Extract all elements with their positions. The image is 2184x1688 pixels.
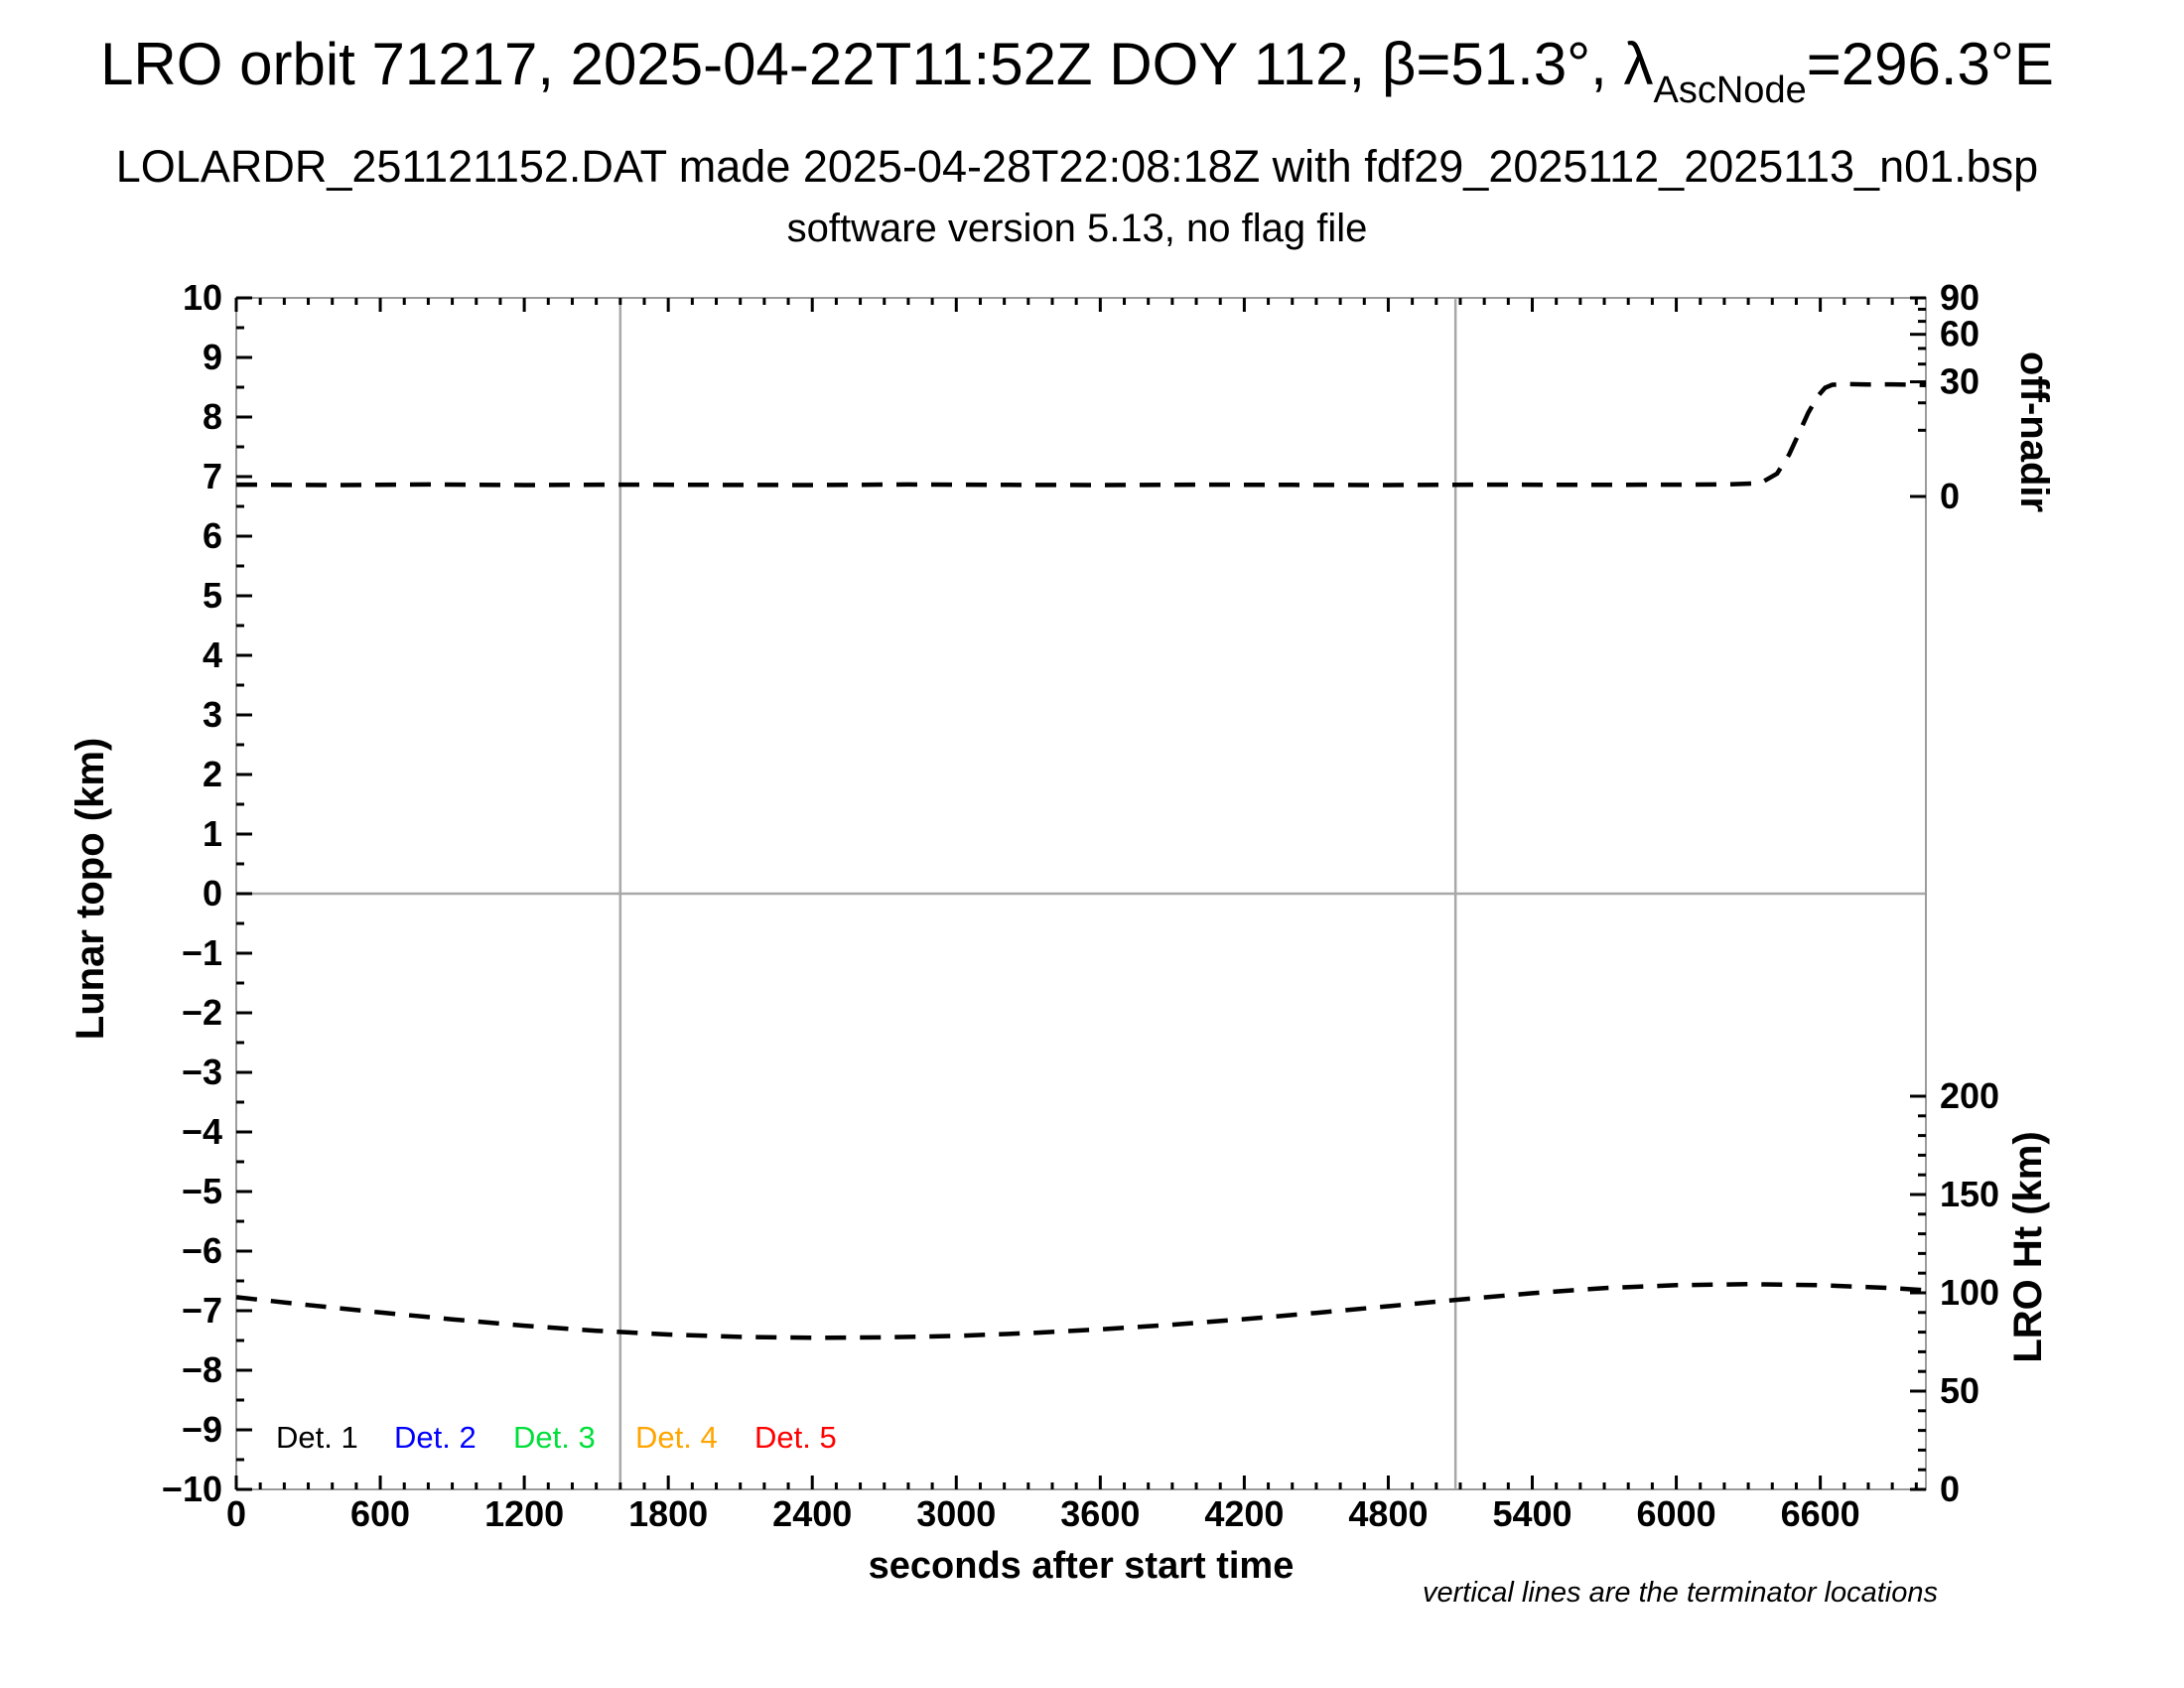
lro-ht-tick-label: 0 [1940, 1469, 1960, 1509]
y-left-tick-label: −8 [182, 1349, 222, 1390]
series-lro_ht-curve [235, 1282, 1927, 1340]
y-left-tick-label: −2 [182, 992, 222, 1033]
x-tick-label: 1800 [628, 1493, 708, 1534]
x-tick-label: 6000 [1637, 1493, 1716, 1534]
lro-ht-tick-label: 200 [1940, 1075, 1999, 1116]
legend-item-1: Det. 1 [276, 1420, 358, 1455]
y-left-tick-label: −9 [182, 1409, 222, 1450]
title-subscript: AscNode [1653, 69, 1807, 111]
x-tick-label: 0 [226, 1493, 246, 1534]
x-tick-label: 2400 [772, 1493, 852, 1534]
title-main: LRO orbit 71217, 2025-04-22T11:52Z DOY 1… [100, 31, 1654, 97]
legend-item-5: Det. 5 [754, 1420, 837, 1455]
off-nadir-tick-label: 30 [1940, 361, 1979, 402]
subtitle-version: software version 5.13, no flag file [786, 207, 1368, 250]
title-suffix: =296.3°E [1806, 31, 2054, 97]
y-left-tick-label: 1 [203, 813, 222, 854]
off-nadir-tick-label: 60 [1940, 314, 1979, 354]
y-left-tick-label: 7 [203, 456, 222, 496]
y-left-tick-label: 8 [203, 396, 222, 437]
lro-ht-tick-label: 50 [1940, 1370, 1979, 1411]
y-left-tick-label: 2 [203, 754, 222, 794]
y-left-tick-label: 4 [203, 634, 222, 675]
legend-item-4: Det. 4 [635, 1420, 718, 1455]
y-left-tick-label: −7 [182, 1290, 222, 1331]
x-tick-label: 600 [350, 1493, 410, 1534]
x-tick-label: 3000 [916, 1493, 996, 1534]
y-left-tick-label: 9 [203, 337, 222, 377]
legend-item-3: Det. 3 [513, 1420, 596, 1455]
y-left-tick-label: −1 [182, 932, 222, 973]
x-tick-label: 6600 [1781, 1493, 1860, 1534]
y-left-tick-label: −5 [182, 1171, 222, 1211]
y-left-tick-label: 5 [203, 575, 222, 616]
subtitle-filename: LOLARDR_251121152.DAT made 2025-04-28T22… [115, 141, 2039, 192]
lro-ht-tick-label: 150 [1940, 1174, 1999, 1214]
legend-item-2: Det. 2 [394, 1420, 477, 1455]
x-tick-label: 1200 [484, 1493, 564, 1534]
y-left-tick-label: 3 [203, 694, 222, 735]
y-left-tick-label: −4 [182, 1111, 222, 1152]
y-left-tick-label: 10 [183, 277, 222, 318]
series-off_nadir-curve [235, 381, 1927, 488]
lro-ht-tick-label: 100 [1940, 1272, 1999, 1313]
lro-ht-axis-title: LRO Ht (km) [2006, 1131, 2050, 1362]
y-left-axis-title: Lunar topo (km) [68, 738, 112, 1040]
y-left-tick-label: −3 [182, 1052, 222, 1092]
x-tick-label: 3600 [1060, 1493, 1140, 1534]
y-left-tick-label: −6 [182, 1230, 222, 1271]
footnote: vertical lines are the terminator locati… [1423, 1577, 1938, 1609]
y-left-tick-label: 6 [203, 515, 222, 556]
off-nadir-tick-label: 90 [1940, 277, 1979, 318]
x-axis-title: seconds after start time [869, 1545, 1295, 1587]
x-tick-label: 4200 [1204, 1493, 1284, 1534]
y-left-tick-label: 0 [203, 873, 222, 914]
off-nadir-axis-title: off-nadir [2012, 352, 2056, 512]
y-left-tick-label: −10 [162, 1469, 222, 1509]
x-tick-label: 4800 [1348, 1493, 1428, 1534]
x-tick-label: 5400 [1492, 1493, 1571, 1534]
page-title: LRO orbit 71217, 2025-04-22T11:52Z DOY 1… [0, 30, 2154, 111]
off-nadir-tick-label: 0 [1940, 476, 1960, 516]
